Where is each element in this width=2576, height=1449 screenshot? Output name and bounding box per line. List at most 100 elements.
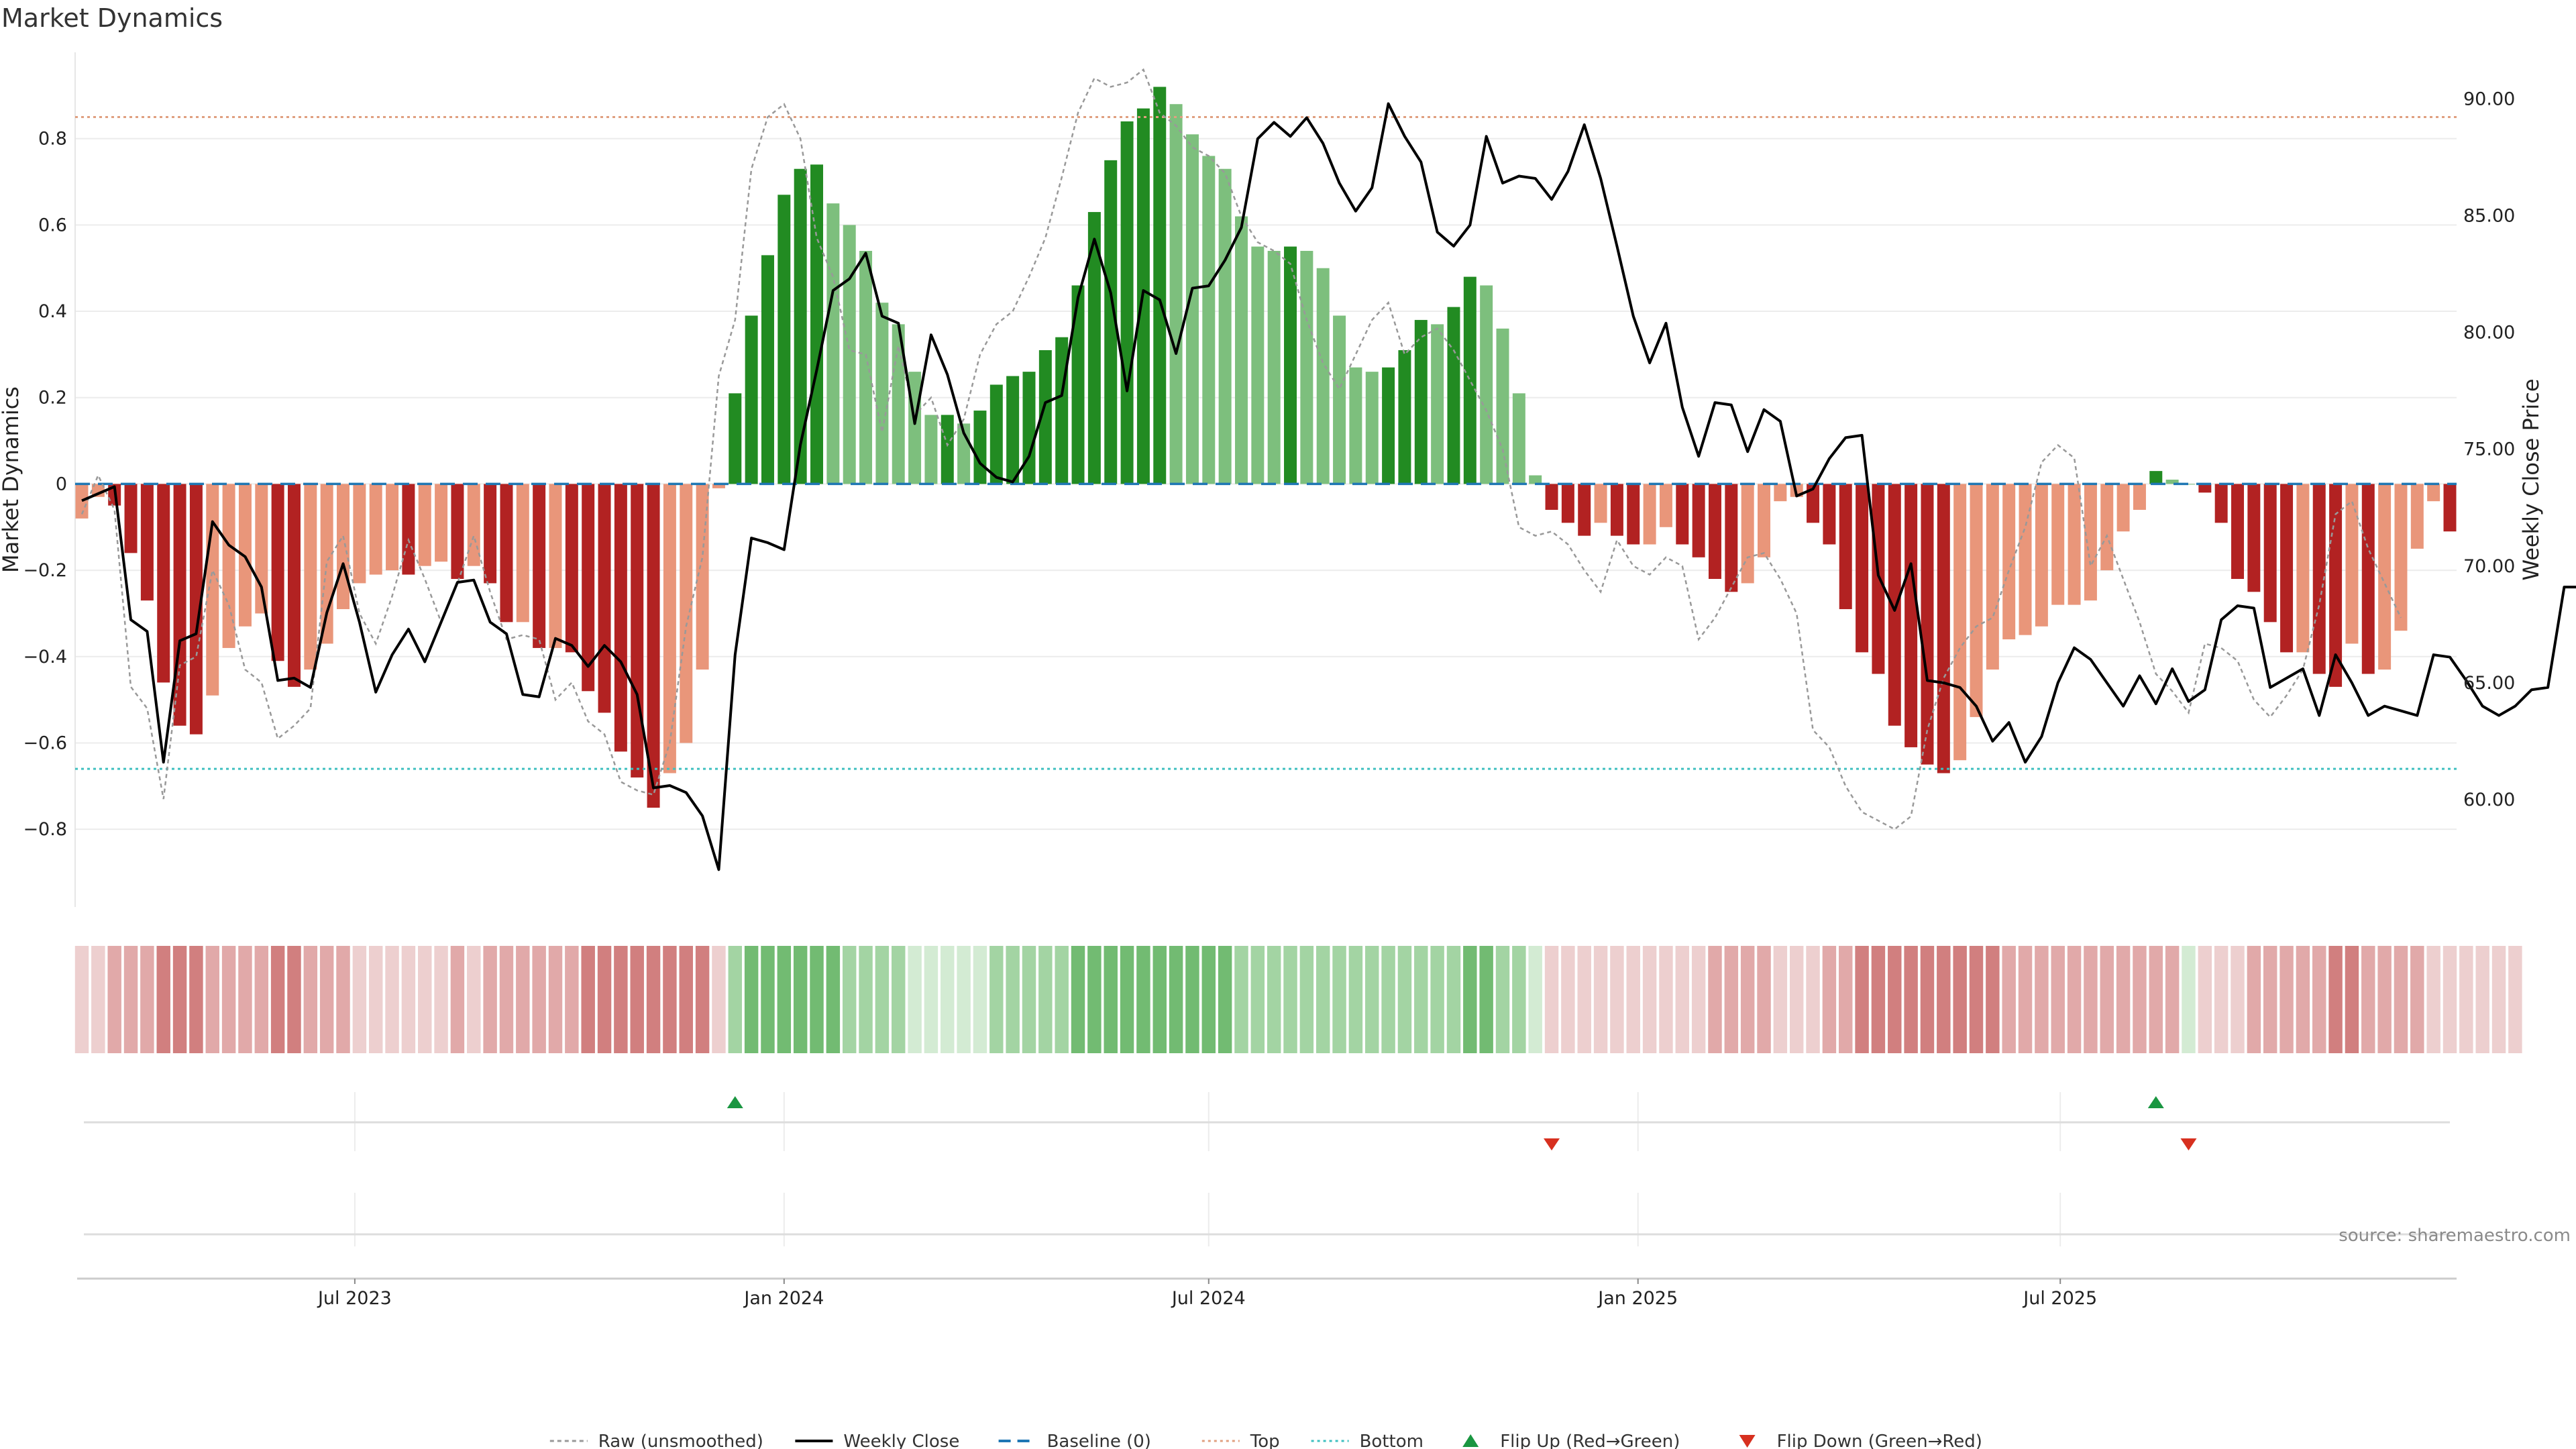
md-bar bbox=[2133, 484, 2146, 511]
state-cell bbox=[712, 946, 726, 1053]
md-bar bbox=[304, 484, 317, 670]
md-bar bbox=[1970, 484, 1983, 717]
state-cell bbox=[1577, 946, 1591, 1053]
state-cell bbox=[1348, 946, 1363, 1053]
state-cell bbox=[826, 946, 841, 1053]
md-bar bbox=[1202, 156, 1216, 484]
flip-up-marker bbox=[727, 1096, 743, 1108]
state-cell bbox=[875, 946, 890, 1053]
state-cell bbox=[1152, 946, 1167, 1053]
state-cell bbox=[1250, 946, 1265, 1053]
state-cell bbox=[2296, 946, 2310, 1053]
state-cell bbox=[1642, 946, 1657, 1053]
state-cell bbox=[434, 946, 448, 1053]
md-bar bbox=[1888, 484, 1901, 726]
state-cell bbox=[2394, 946, 2408, 1053]
legend-label: Weekly Close bbox=[843, 1432, 959, 1449]
md-bar bbox=[1185, 134, 1199, 484]
md-bar bbox=[1349, 367, 1362, 484]
state-cell bbox=[2443, 946, 2457, 1053]
state-cell bbox=[1397, 946, 1412, 1053]
md-bar bbox=[696, 484, 709, 670]
md-bar bbox=[1823, 484, 1836, 545]
state-cell bbox=[2247, 946, 2261, 1053]
state-cell bbox=[1283, 946, 1297, 1053]
state-cell bbox=[630, 946, 644, 1053]
state-cell bbox=[1512, 946, 1526, 1053]
md-bar bbox=[631, 484, 644, 777]
state-cell bbox=[499, 946, 514, 1053]
md-bar bbox=[2296, 484, 2310, 653]
state-cell bbox=[2279, 946, 2294, 1053]
y-tick-right: 90.00 bbox=[2463, 89, 2515, 110]
state-cell bbox=[2165, 946, 2180, 1053]
x-tick-label: Jul 2025 bbox=[2022, 1288, 2097, 1309]
state-cell bbox=[74, 946, 89, 1053]
md-bar bbox=[1398, 350, 1411, 484]
state-cell bbox=[1104, 946, 1118, 1053]
md-bar bbox=[729, 393, 742, 484]
state-cell bbox=[385, 946, 399, 1053]
state-cell bbox=[1169, 946, 1183, 1053]
md-bar bbox=[287, 484, 301, 687]
md-bar bbox=[1643, 484, 1656, 545]
md-bar bbox=[500, 484, 513, 623]
legend: Raw (unsmoothed) Weekly Close Baseline (0)… bbox=[549, 1432, 1982, 1449]
md-bar bbox=[1986, 484, 1999, 670]
md-bar bbox=[516, 484, 529, 623]
state-cell bbox=[221, 946, 236, 1053]
y-tick-left: 0.8 bbox=[38, 129, 67, 150]
flip-down-marker bbox=[2180, 1138, 2197, 1150]
md-bar bbox=[1365, 372, 1379, 484]
md-bar bbox=[989, 384, 1003, 484]
md-bar bbox=[663, 484, 676, 773]
state-cell bbox=[2214, 946, 2229, 1053]
x-tick-label: Jul 2023 bbox=[317, 1288, 392, 1309]
md-bar bbox=[189, 484, 203, 735]
md-bar bbox=[1414, 319, 1428, 484]
md-bar bbox=[1169, 104, 1183, 484]
state-cell bbox=[1071, 946, 1085, 1053]
md-bar bbox=[598, 484, 611, 713]
state-cell bbox=[270, 946, 285, 1053]
state-cell bbox=[123, 946, 138, 1053]
state-cell bbox=[1332, 946, 1346, 1053]
state-cell bbox=[663, 946, 677, 1053]
state-cell bbox=[2116, 946, 2131, 1053]
state-cell bbox=[1299, 946, 1314, 1053]
md-bar bbox=[2149, 471, 2163, 484]
legend-item: Baseline (0) bbox=[998, 1432, 1151, 1449]
state-cell bbox=[1920, 946, 1935, 1053]
state-cell bbox=[1055, 946, 1069, 1053]
y-tick-left: −0.8 bbox=[23, 819, 67, 840]
md-bar bbox=[140, 484, 154, 601]
md-bar bbox=[2084, 484, 2097, 601]
state-cell bbox=[1430, 946, 1444, 1053]
md-bar bbox=[826, 203, 840, 484]
md-bar bbox=[1316, 268, 1330, 484]
state-cell bbox=[532, 946, 546, 1053]
state-cell bbox=[1381, 946, 1395, 1053]
legend-swatch-flip-down bbox=[1739, 1435, 1756, 1448]
state-cell bbox=[1708, 946, 1722, 1053]
md-bar bbox=[2312, 484, 2326, 674]
y-tick-left: 0 bbox=[56, 474, 67, 494]
state-cell bbox=[483, 946, 497, 1053]
raw-line bbox=[80, 68, 2402, 830]
md-bar bbox=[222, 484, 235, 648]
state-cell bbox=[2018, 946, 2033, 1053]
state-cell bbox=[1479, 946, 1493, 1053]
md-bar bbox=[565, 484, 578, 653]
y-tick-left: 0.6 bbox=[38, 215, 67, 235]
state-cell bbox=[1888, 946, 1902, 1053]
md-bar bbox=[2002, 484, 2016, 640]
md-bar bbox=[1120, 121, 1134, 484]
md-bar bbox=[1807, 484, 1820, 523]
md-bar bbox=[1659, 484, 1672, 527]
state-cell bbox=[1839, 946, 1853, 1053]
state-strip bbox=[74, 946, 2522, 1053]
md-bar bbox=[2051, 484, 2065, 605]
state-cell bbox=[810, 946, 824, 1053]
md-bar bbox=[1545, 484, 1558, 511]
md-bar bbox=[1627, 484, 1640, 545]
